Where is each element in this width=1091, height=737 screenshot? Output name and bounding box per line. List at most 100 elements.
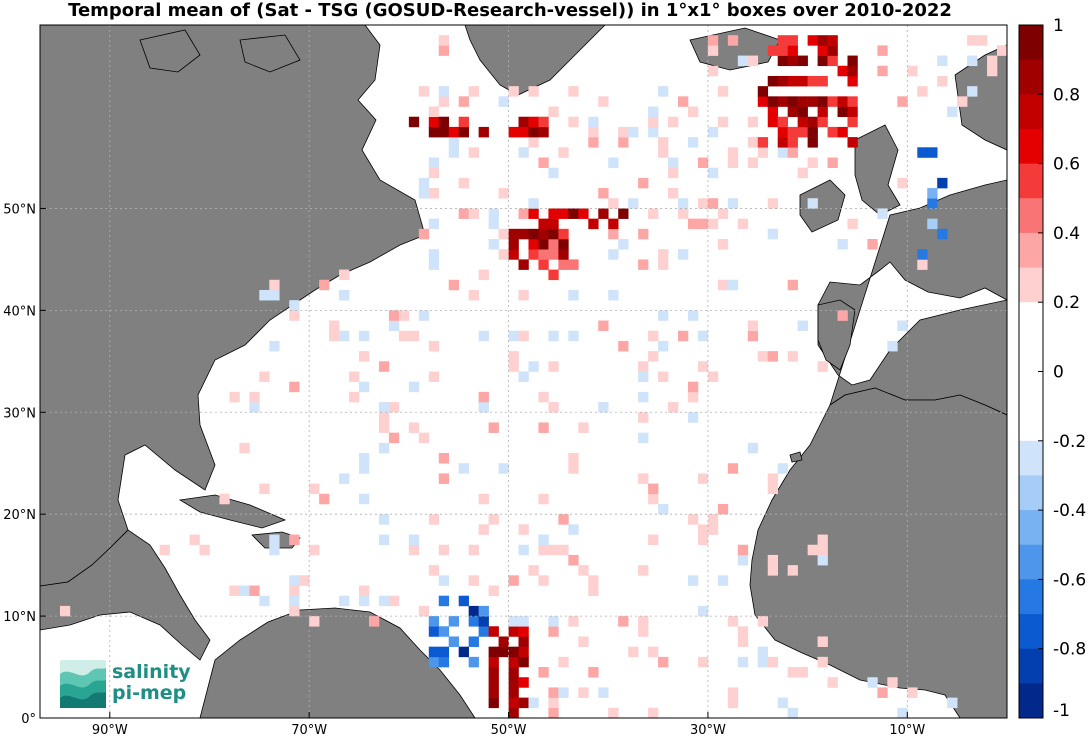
data-cell [648,208,659,219]
data-cell [418,605,430,617]
y-tick-label: 10°N [3,610,36,625]
y-tick-label: 0° [21,712,36,727]
data-cell [408,534,420,546]
data-cell [378,402,390,413]
data-cell [687,381,699,393]
data-cell [867,677,878,688]
data-cell [508,228,519,240]
data-cell [668,402,679,413]
data-cell [359,381,370,393]
data-cell [717,86,729,97]
colorbar-label: 0.4 [1053,224,1080,244]
data-cell [488,585,499,596]
data-cell [468,86,479,97]
data-cell [827,157,838,168]
data-cell [438,116,450,128]
data-cell [697,524,709,535]
data-cell [767,228,779,240]
data-cell [737,626,749,637]
data-cell [259,595,270,607]
data-cell [538,126,549,138]
data-cell [438,45,450,56]
data-cell [568,330,579,342]
data-cell [787,55,798,67]
data-cell [917,259,928,270]
data-cell [408,422,420,433]
logo-wave-icon [60,660,106,708]
data-cell [548,697,559,709]
data-cell [508,361,519,372]
data-cell [518,208,529,219]
data-cell [797,106,808,118]
data-cell [528,208,539,219]
land-ireland [799,179,846,233]
data-cell [777,126,788,138]
data-cell [767,565,779,576]
data-cell [658,137,669,148]
x-tick-label: 30°W [690,723,726,737]
data-cell [528,239,539,250]
data-cell [309,483,320,495]
data-cell [458,96,469,107]
data-cell [678,330,689,342]
data-cell [687,137,699,148]
data-cell [558,208,569,219]
data-cell [877,65,888,77]
data-cell [757,616,769,627]
data-cell [428,565,440,576]
data-cell [887,677,898,688]
data-cell [817,116,828,128]
x-tick-label: 10°W [889,723,925,737]
land-scotland [854,124,901,216]
data-cell [777,96,788,107]
data-cell [578,565,589,576]
data-cell [817,554,828,566]
data-cell [289,310,300,321]
data-cell [608,218,619,230]
data-cell [329,320,340,332]
data-cell [917,147,928,158]
data-cell [558,656,569,668]
data-cell [438,473,450,484]
data-cell [837,96,848,107]
data-cell [598,402,609,413]
data-cell [388,595,400,607]
data-cell [528,137,539,148]
data-cell [438,575,450,586]
data-cell [428,626,440,637]
data-cell [638,565,649,576]
data-cell [707,65,719,77]
data-cell [498,463,509,474]
data-cell [378,595,390,607]
data-cell [727,157,739,168]
data-cell [877,687,888,698]
colorbar-swatch [1019,406,1043,442]
data-cell [359,453,370,464]
data-cell [737,636,749,647]
data-cell [658,503,669,515]
data-cell [458,177,469,189]
data-cell [977,35,988,46]
data-cell [678,96,689,107]
data-cell [538,249,549,260]
data-cell [259,289,270,301]
data-cell [428,514,440,525]
colorbar-label: 0.8 [1053,85,1080,105]
data-cell [388,402,400,413]
data-cell [289,585,300,596]
data-cell [428,126,440,138]
data-cell [767,116,779,128]
data-cell [518,524,529,535]
data-cell [937,55,948,67]
data-cell [757,656,769,668]
data-cell [867,239,878,250]
data-cell [568,616,579,627]
data-cell [847,55,858,67]
data-cell [737,554,749,566]
colorbar-label: 0 [1053,363,1064,383]
data-cell [598,208,609,219]
colorbar-label: 0.2 [1053,293,1080,313]
data-cell [408,544,420,556]
data-cell [548,626,559,637]
data-cell [807,544,818,556]
